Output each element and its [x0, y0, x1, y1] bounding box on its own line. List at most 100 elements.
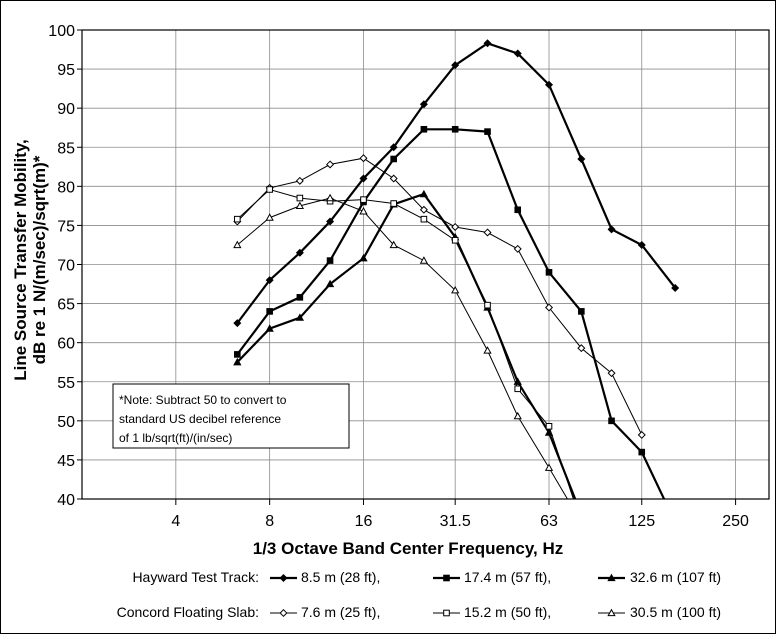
data-point-diamond — [671, 283, 680, 292]
series-1 — [233, 39, 680, 328]
data-point-square — [545, 423, 553, 430]
data-point-diamond — [265, 276, 274, 285]
data-point-diamond — [544, 80, 554, 89]
data-point-triangle — [513, 411, 522, 420]
data-point-triangle — [544, 463, 554, 471]
data-point-triangle — [483, 346, 492, 354]
data-point-square — [484, 128, 491, 135]
data-point-square — [545, 269, 553, 276]
data-point-diamond — [326, 217, 335, 226]
data-point-diamond — [577, 154, 586, 163]
series-line — [236, 128, 666, 499]
data-point-diamond — [637, 240, 646, 249]
data-point-square — [443, 574, 450, 582]
y-tick-label: 80 — [57, 179, 75, 196]
series-line — [236, 197, 569, 499]
data-point-diamond — [451, 61, 460, 70]
x-tick-label: 63 — [540, 513, 558, 530]
series-line — [236, 188, 574, 499]
data-point-triangle — [359, 207, 368, 215]
data-point-square — [296, 294, 304, 301]
legend-group-label: Concord Floating Slab: — [117, 604, 259, 620]
data-point-triangle — [265, 324, 274, 332]
data-point-diamond — [359, 154, 368, 163]
data-point-diamond — [279, 608, 288, 618]
data-point-square — [234, 351, 241, 358]
data-point-square — [360, 196, 367, 203]
data-point-triangle — [607, 573, 616, 582]
legend-entry-label: 15.2 m (50 ft), — [464, 604, 551, 620]
data-point-diamond — [513, 244, 522, 253]
series-6 — [233, 193, 569, 499]
data-point-diamond — [295, 248, 304, 257]
legend-entry-label: 32.6 m (107 ft) — [630, 569, 721, 585]
data-point-square — [451, 125, 459, 133]
y-tick-label: 70 — [57, 258, 75, 275]
data-point-triangle — [295, 201, 305, 210]
series-5 — [234, 186, 574, 499]
data-point-square — [296, 194, 304, 202]
data-point-diamond — [577, 344, 586, 353]
legend: Hayward Test Track: 8.5 m (28 ft), 17.4 … — [117, 569, 721, 620]
series-2 — [234, 125, 666, 499]
data-point-triangle — [295, 313, 305, 321]
y-tick-label: 85 — [57, 140, 75, 157]
x-tick-label: 16 — [355, 513, 373, 530]
data-point-diamond — [419, 205, 428, 214]
x-tick-label: 8 — [265, 513, 274, 530]
data-point-diamond — [389, 143, 398, 152]
data-point-square — [390, 155, 397, 163]
y-tick-label: 40 — [57, 492, 75, 509]
data-point-square — [420, 215, 428, 223]
series-line — [236, 42, 677, 324]
data-point-square — [484, 301, 491, 309]
data-point-square — [234, 215, 241, 223]
data-point-triangle — [265, 213, 274, 221]
y-tick-label: 90 — [57, 101, 75, 118]
data-point-triangle — [607, 608, 616, 617]
data-point-triangle — [325, 279, 335, 288]
data-point-triangle — [419, 256, 429, 264]
y-axis-title: Line Source Transfer Mobility, dB re 1 N… — [11, 139, 49, 381]
x-axis-title: 1/3 Octave Band Center Frequency, Hz — [253, 539, 564, 558]
data-point-square — [514, 385, 522, 393]
data-point-square — [443, 609, 450, 617]
data-point-triangle — [419, 189, 429, 198]
note-box-border — [112, 383, 350, 449]
y-tick-label: 55 — [57, 375, 75, 392]
data-point-diamond — [637, 430, 646, 439]
data-point-diamond — [607, 369, 616, 378]
data-point-triangle — [325, 193, 335, 202]
x-tick-label: 4 — [171, 513, 180, 530]
data-point-triangle — [233, 357, 242, 366]
x-tick-label: 250 — [722, 513, 749, 530]
data-point-square — [578, 308, 585, 315]
y-tick-label: 95 — [57, 62, 75, 79]
legend-entry-label: 7.6 m (25 ft), — [301, 604, 380, 620]
data-point-square — [514, 206, 522, 214]
data-point-square — [608, 417, 615, 425]
y-tick-label: 75 — [57, 218, 75, 235]
data-point-diamond — [233, 319, 242, 328]
data-point-diamond — [483, 39, 492, 48]
series-group — [233, 39, 680, 499]
y-axis-title-line2: dB re 1 N/(m/sec)/sqrt(m)* — [30, 155, 49, 364]
data-point-diamond — [544, 303, 554, 312]
data-point-diamond — [389, 174, 398, 183]
data-point-square — [266, 308, 273, 315]
data-point-square — [451, 236, 459, 244]
data-point-diamond — [483, 228, 492, 237]
y-axis-title-line1: Line Source Transfer Mobility, — [11, 139, 30, 381]
y-tick-label: 45 — [57, 453, 75, 470]
series-3 — [233, 189, 577, 499]
data-point-diamond — [359, 174, 368, 183]
data-point-diamond — [419, 100, 428, 109]
x-tick-label: 125 — [628, 513, 655, 530]
note-box: *Note: Subtract 50 to convert to standar… — [112, 383, 350, 449]
note-line: of 1 lb/sqrt(ft)/(in/sec) — [119, 431, 232, 445]
data-point-triangle — [233, 240, 242, 249]
data-point-diamond — [513, 49, 522, 58]
series-4 — [233, 154, 646, 439]
y-tick-label: 65 — [57, 297, 75, 314]
